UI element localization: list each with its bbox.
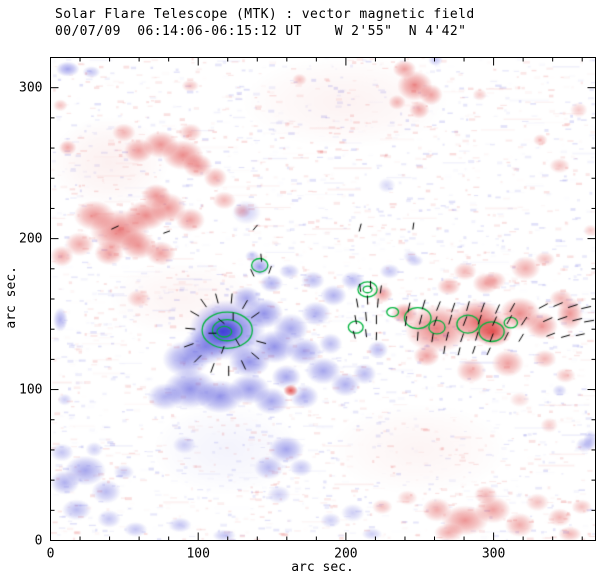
- figure-title: Solar Flare Telescope (MTK) : vector mag…: [55, 7, 475, 22]
- field-canvas: [50, 57, 595, 540]
- y-tick-label: 300: [19, 81, 42, 96]
- y-axis-title: arc sec.: [4, 266, 19, 329]
- x-axis-title: arc sec.: [291, 560, 354, 575]
- y-tick-label: 200: [19, 232, 42, 247]
- y-tick-label: 0: [35, 534, 43, 549]
- figure-subtitle: 00/07/09 06:14:06-06:15:12 UT W 2'55" N …: [55, 24, 467, 39]
- y-tick-label: 100: [19, 383, 42, 398]
